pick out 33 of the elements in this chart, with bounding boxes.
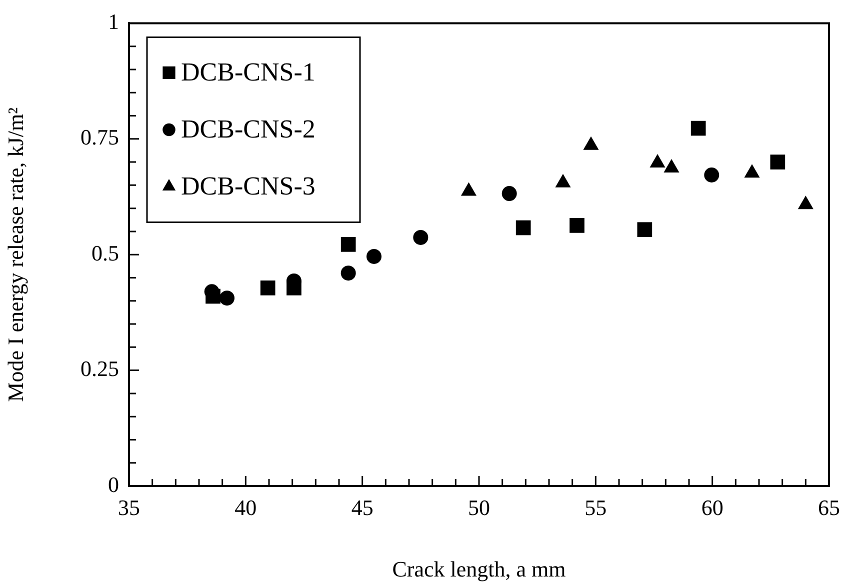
point bbox=[664, 159, 680, 173]
x-axis-title: Crack length, a mm bbox=[392, 556, 566, 582]
point bbox=[220, 290, 234, 306]
x-tick-label: 50 bbox=[468, 494, 490, 520]
point bbox=[570, 218, 584, 233]
x-tick-label: 60 bbox=[701, 494, 724, 520]
x-tick-label: 45 bbox=[351, 494, 374, 520]
x-tick-label: 55 bbox=[584, 494, 607, 520]
point bbox=[460, 182, 477, 196]
y-tick-label: 0.25 bbox=[80, 356, 119, 382]
x-tick-label: 40 bbox=[234, 494, 257, 520]
x-tick-label: 35 bbox=[118, 494, 140, 520]
point bbox=[744, 164, 760, 178]
x-tick-label: 65 bbox=[818, 494, 840, 520]
point bbox=[260, 280, 276, 296]
y-tick-label: 0.75 bbox=[80, 124, 119, 150]
legend-label: DCB-CNS-3 bbox=[181, 172, 316, 201]
legend-label: DCB-CNS-1 bbox=[181, 58, 316, 87]
point bbox=[413, 230, 428, 245]
point bbox=[340, 236, 356, 252]
y-axis-title: Mode I energy release rate, kJ/m² bbox=[2, 106, 28, 402]
point bbox=[516, 220, 531, 236]
y-tick-label: 0.5 bbox=[92, 240, 119, 266]
y-tick-label: 1 bbox=[108, 8, 119, 34]
y-tick-label: 0 bbox=[108, 472, 119, 497]
point bbox=[637, 222, 652, 238]
point bbox=[340, 266, 356, 281]
legend-label: DCB-CNS-2 bbox=[181, 114, 316, 144]
point bbox=[366, 248, 382, 264]
point bbox=[555, 174, 571, 188]
point bbox=[650, 154, 666, 168]
point bbox=[798, 196, 814, 210]
point bbox=[583, 136, 599, 150]
